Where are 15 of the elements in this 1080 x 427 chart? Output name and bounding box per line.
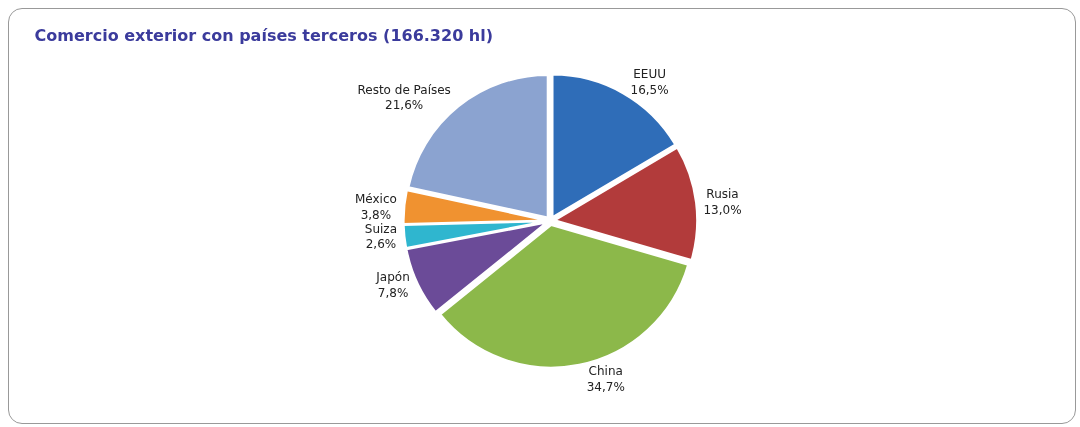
data-label: 3,8% [360, 207, 392, 222]
data-label: 2,6% [365, 237, 397, 252]
slice-label: China [588, 364, 623, 379]
data-label: 34,7% [586, 379, 625, 394]
data-label: 7,8% [377, 285, 409, 300]
data-label: 21,6% [385, 98, 424, 113]
slice-label: Suiza [364, 221, 398, 236]
slice-label: Japón [375, 270, 410, 285]
slice-label: Resto de Países [357, 82, 451, 97]
data-label: 13,0% [703, 203, 742, 218]
data-label: 16,5% [630, 82, 669, 97]
chart-title: Comercio exterior con países terceros (166.320 hl) [34, 26, 494, 46]
slice-label: México [354, 192, 397, 207]
slice-label: Rusia [706, 187, 739, 202]
slice-label: EEUU [633, 67, 666, 82]
